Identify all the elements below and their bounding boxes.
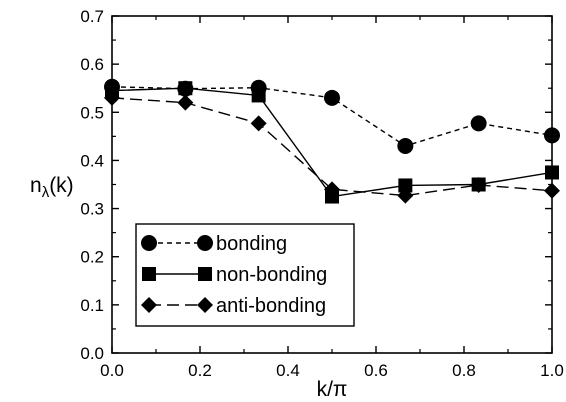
data-point — [470, 176, 487, 193]
data-point — [544, 182, 560, 199]
data-point — [251, 88, 266, 103]
x-tick-label: 0.2 — [188, 361, 212, 380]
data-point — [470, 115, 487, 132]
legend-label: non-bonding — [216, 264, 327, 286]
data-point — [544, 127, 560, 144]
series-line — [111, 97, 553, 197]
data-point — [324, 181, 340, 198]
legend-marker — [142, 267, 156, 281]
y-tick-label: 0.7 — [80, 7, 104, 26]
x-tick-label: 0.6 — [364, 361, 388, 380]
y-tick-label: 0.6 — [80, 55, 104, 74]
x-tick-label: 1.0 — [540, 361, 564, 380]
data-point — [250, 115, 267, 132]
y-tick-label: 0.2 — [80, 248, 104, 267]
legend-marker — [141, 235, 157, 251]
axes: 0.0 0.2 0.4 0.6 0.8 1.0 0.0 0.1 0.2 0.3 0.4 0.5 0.6 0… — [80, 7, 563, 380]
legend-marker — [197, 235, 213, 251]
data-point — [397, 137, 414, 154]
legend-label: bonding — [216, 233, 287, 255]
legend-item: bonding — [141, 233, 287, 255]
x-tick-label: 0.8 — [452, 361, 476, 380]
data-point — [398, 178, 413, 193]
legend-marker — [198, 267, 212, 281]
series-layer — [104, 78, 560, 204]
data-point — [397, 187, 414, 204]
y-axis-label-main: n — [30, 174, 42, 197]
data-point — [177, 94, 194, 111]
series-bonding — [104, 78, 560, 154]
legend-item: non-bonding — [142, 264, 327, 286]
legend-item: anti-bonding — [141, 295, 326, 317]
y-axis-label-subscript: λ — [42, 184, 50, 201]
legend-box — [135, 223, 355, 327]
y-tick-label: 0.3 — [80, 200, 104, 219]
series-anti-bonding — [104, 89, 560, 204]
data-point — [104, 89, 120, 106]
data-point — [545, 165, 559, 180]
y-tick-label: 0.5 — [80, 103, 104, 122]
legend-marker — [141, 297, 157, 313]
legend: bonding non-bonding anti-bonding — [135, 223, 355, 327]
x-tick-label: 0.4 — [276, 361, 300, 380]
y-axis-label-tail: (k) — [49, 174, 74, 197]
y-tick-label: 0.4 — [80, 151, 104, 170]
x-axis-label: k/π — [317, 378, 348, 401]
legend-label: anti-bonding — [216, 295, 326, 317]
y-tick-label: 0.1 — [80, 296, 104, 315]
data-point — [178, 81, 193, 96]
data-point — [324, 89, 340, 106]
legend-marker — [197, 297, 213, 313]
x-tick-label: 0.0 — [100, 361, 124, 380]
y-tick-label: 0.0 — [80, 344, 104, 363]
y-axis-label: nλ(k) — [30, 174, 74, 201]
